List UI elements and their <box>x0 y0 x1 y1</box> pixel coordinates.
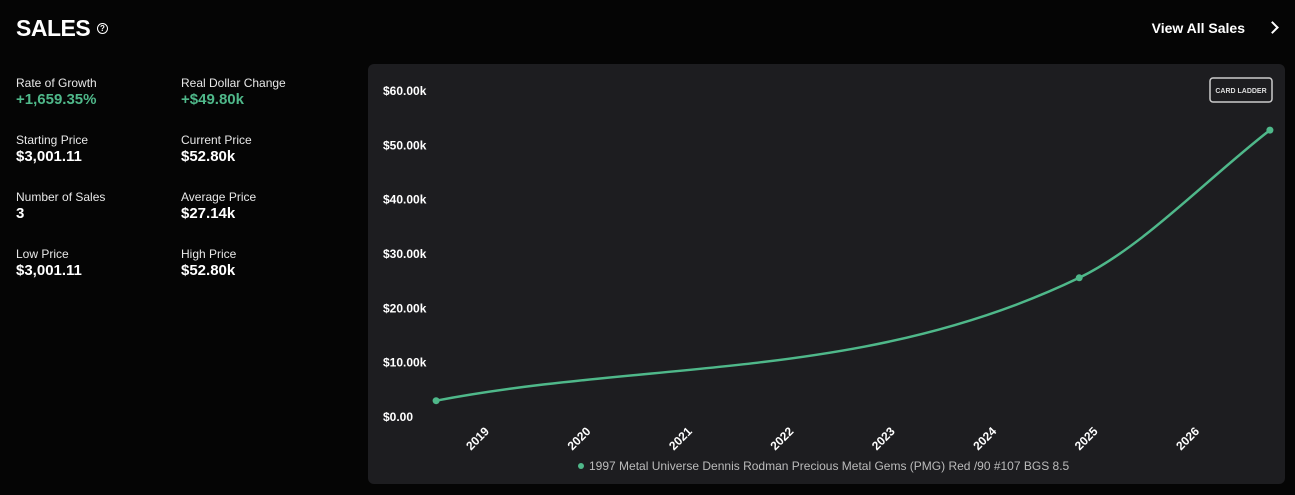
series-line <box>435 129 1271 402</box>
chevron-icon[interactable] <box>1266 21 1279 34</box>
stat-value: +1,659.35% <box>16 91 97 108</box>
stat: Current Price $52.80k <box>181 133 341 165</box>
view-all-link[interactable]: View All Sales <box>1151 20 1245 36</box>
section-title: SALES <box>16 15 91 41</box>
stat: High Price $52.80k <box>181 247 341 279</box>
stat-value: 3 <box>16 205 25 222</box>
stat: Rate of Growth +1,659.35% <box>16 76 176 108</box>
chart: CARD LADDER $0.00 $10.00k $20.00k $30.00k $4… <box>368 64 1285 484</box>
logo-frame <box>1209 77 1273 103</box>
y-tick-label: $40.00k <box>383 193 427 207</box>
x-tick-label: 2021 <box>666 424 695 453</box>
stat: Starting Price $3,001.11 <box>16 133 176 165</box>
data-point <box>1266 126 1274 134</box>
x-tick-label: 2025 <box>1072 424 1101 453</box>
y-tick-label: $60.00k <box>383 84 427 98</box>
x-tick-label: 2019 <box>463 424 492 453</box>
data-point <box>1075 274 1083 282</box>
stat-label: Average Price <box>181 190 257 204</box>
stat: Average Price $27.14k <box>181 190 341 222</box>
x-tick-label: 2020 <box>565 424 594 453</box>
legend-marker <box>578 463 584 469</box>
data-point <box>432 397 440 405</box>
stat-label: Starting Price <box>16 133 89 147</box>
stat-value: +$49.80k <box>181 91 244 108</box>
stat-value: $3,001.11 <box>16 262 82 279</box>
brand-logo: CARD LADDER <box>1209 77 1273 103</box>
stat-label: Number of Sales <box>16 190 106 204</box>
stat-value: $52.80k <box>181 262 236 279</box>
stat-label: Current Price <box>181 133 252 147</box>
x-tick-label: 2023 <box>869 424 898 453</box>
stat: Real Dollar Change +$49.80k <box>181 76 341 108</box>
y-tick-label: $0.00 <box>383 410 413 424</box>
stat-value: $52.80k <box>181 148 236 165</box>
legend-label: 1997 Metal Universe Dennis Rodman Precio… <box>589 459 1070 473</box>
x-tick-label: 2026 <box>1173 424 1202 453</box>
stat-label: Low Price <box>16 247 69 261</box>
stat-value: $27.14k <box>181 205 236 222</box>
y-tick-label: $50.00k <box>383 138 427 152</box>
stat-label: Real Dollar Change <box>181 76 286 90</box>
y-tick-label: $10.00k <box>383 356 427 370</box>
stat-label: High Price <box>181 247 237 261</box>
stat: Number of Sales 3 <box>16 190 176 222</box>
logo-text: CARD LADDER <box>1215 88 1266 95</box>
stat: Low Price $3,001.11 <box>16 247 176 279</box>
y-tick-label: $30.00k <box>383 247 427 261</box>
help-icon[interactable]: ? <box>97 23 108 34</box>
x-tick-label: 2024 <box>970 424 999 453</box>
y-tick-label: $20.00k <box>383 301 427 315</box>
stat-label: Rate of Growth <box>16 76 97 90</box>
stat-value: $3,001.11 <box>16 148 82 165</box>
x-tick-label: 2022 <box>768 424 797 453</box>
